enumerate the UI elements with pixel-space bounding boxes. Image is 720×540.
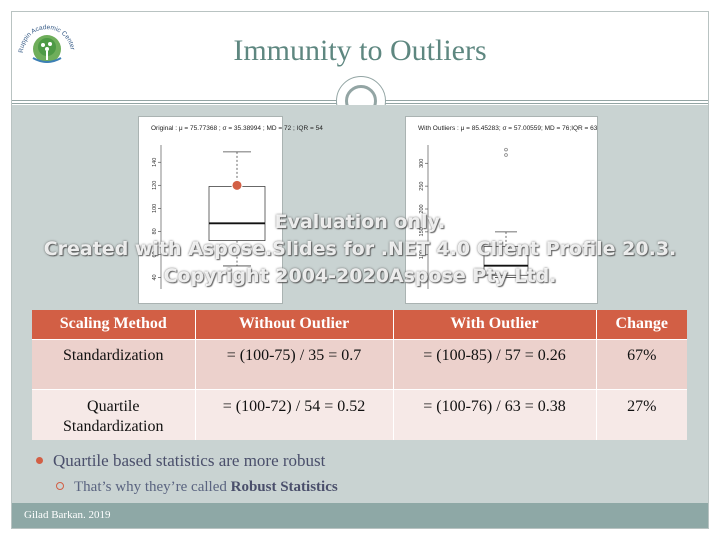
boxplot-with-outliers: With Outliers : μ = 85.45283; σ = 57.005… bbox=[405, 116, 598, 304]
bullet-main-text: Quartile based statistics are more robus… bbox=[53, 451, 326, 470]
watermark-line1: Evaluation only. bbox=[274, 211, 446, 233]
bullet-main: Quartile based statistics are more robus… bbox=[36, 451, 325, 471]
bullet-sub-bold: Robust Statistics bbox=[230, 479, 338, 495]
y-tick-label: 250 bbox=[419, 182, 425, 191]
ruppin-logo: Ruppin Academic Center bbox=[18, 24, 76, 63]
header-change: Change bbox=[596, 310, 687, 339]
cell-with: = (100-76) / 63 = 0.38 bbox=[393, 388, 597, 440]
watermark-line2: Created with Aspose.Slides for .NET 4.0 … bbox=[43, 238, 677, 260]
cell-method: Quartile Standardization bbox=[32, 388, 196, 440]
y-tick-label: 60 bbox=[152, 251, 158, 257]
cell-without: = (100-75) / 35 = 0.7 bbox=[195, 338, 394, 389]
cell-with: = (100-85) / 57 = 0.26 bbox=[393, 338, 597, 389]
cell-method-line2: Standardization bbox=[63, 417, 164, 435]
y-tick-label: 40 bbox=[152, 274, 158, 280]
iqr-box bbox=[208, 186, 266, 242]
outlier-point bbox=[504, 147, 508, 152]
iqr-box bbox=[483, 246, 529, 276]
header-with-outlier: With Outlier bbox=[393, 310, 597, 339]
boxplot-original-title: Original : μ = 75.77368 ; σ = 35.38994 ;… bbox=[151, 125, 323, 132]
bullet-sub: That’s why they’re called Robust Statist… bbox=[56, 479, 338, 496]
slide-title: Immunity to Outliers bbox=[233, 34, 487, 67]
y-tick-label: 100 bbox=[419, 250, 425, 259]
comparison-table: Scaling Method Without Outlier With Outl… bbox=[32, 310, 687, 440]
outlier-point bbox=[504, 153, 508, 157]
cell-method-line1: Quartile bbox=[87, 397, 140, 415]
bullet-dot-icon bbox=[36, 457, 43, 464]
table-row: Quartile Standardization = (100-72) / 54… bbox=[32, 388, 687, 440]
boxplot-outliers-title: With Outliers : μ = 85.45283; σ = 57.005… bbox=[418, 125, 598, 132]
y-tick-label: 140 bbox=[152, 158, 158, 167]
header-scaling-method: Scaling Method bbox=[32, 310, 196, 339]
bullet-ring-icon bbox=[56, 482, 64, 490]
boxplot-original-chart: 40 60 80 100 120 140 bbox=[152, 145, 266, 289]
watermark-line3: Copyright 2004-2020Aspose Pty Ltd. bbox=[163, 265, 557, 287]
y-tick-label: 100 bbox=[152, 204, 158, 213]
y-tick-label: 120 bbox=[152, 181, 158, 190]
y-tick-label: 80 bbox=[152, 228, 158, 234]
header-without-outlier: Without Outlier bbox=[195, 310, 394, 339]
boxplot-outliers-chart: 100 150 200 250 300 bbox=[419, 145, 529, 289]
table-row: Standardization = (100-75) / 35 = 0.7 = … bbox=[32, 338, 687, 389]
bullet-sub-prefix: That’s why they’re called bbox=[74, 479, 231, 495]
y-tick-label: 150 bbox=[419, 227, 425, 236]
cell-method: Standardization bbox=[32, 338, 196, 389]
table-header-row: Scaling Method Without Outlier With Outl… bbox=[32, 310, 687, 339]
content-band bbox=[12, 105, 708, 503]
cell-change: 67% bbox=[596, 338, 687, 389]
footer-author: Gilad Barkan. 2019 bbox=[24, 509, 111, 521]
boxplot-original: Original : μ = 75.77368 ; σ = 35.38994 ;… bbox=[138, 116, 323, 304]
cell-without: = (100-72) / 54 = 0.52 bbox=[195, 388, 394, 440]
y-tick-label: 300 bbox=[419, 159, 425, 168]
cell-change: 27% bbox=[596, 388, 687, 440]
highlight-marker bbox=[231, 179, 243, 191]
slide-footer: Gilad Barkan. 2019 bbox=[12, 503, 708, 528]
y-tick-label: 200 bbox=[419, 204, 425, 213]
